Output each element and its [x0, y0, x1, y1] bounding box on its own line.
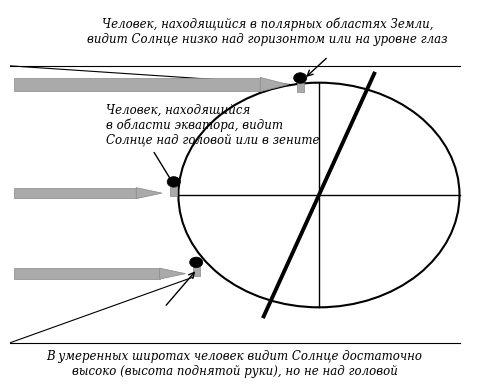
Text: Человек, находящийся
в области экватора, видит
Солнце над головой или в зените: Человек, находящийся в области экватора,…: [106, 103, 319, 147]
Circle shape: [190, 257, 203, 268]
Polygon shape: [193, 267, 200, 277]
Polygon shape: [15, 78, 260, 91]
Text: В умеренных широтах человек видит Солнце достаточно
высоко (высота поднятой руки: В умеренных широтах человек видит Солнце…: [47, 350, 423, 378]
Polygon shape: [15, 188, 136, 199]
Polygon shape: [160, 268, 185, 279]
Polygon shape: [170, 186, 177, 196]
Polygon shape: [297, 83, 304, 92]
Circle shape: [294, 73, 307, 83]
Polygon shape: [15, 268, 160, 279]
Text: Человек, находящийся в полярных областях Земли,
видит Солнце низко над горизонто: Человек, находящийся в полярных областях…: [87, 17, 447, 46]
Polygon shape: [260, 77, 288, 92]
Polygon shape: [136, 188, 162, 199]
Circle shape: [167, 177, 180, 187]
